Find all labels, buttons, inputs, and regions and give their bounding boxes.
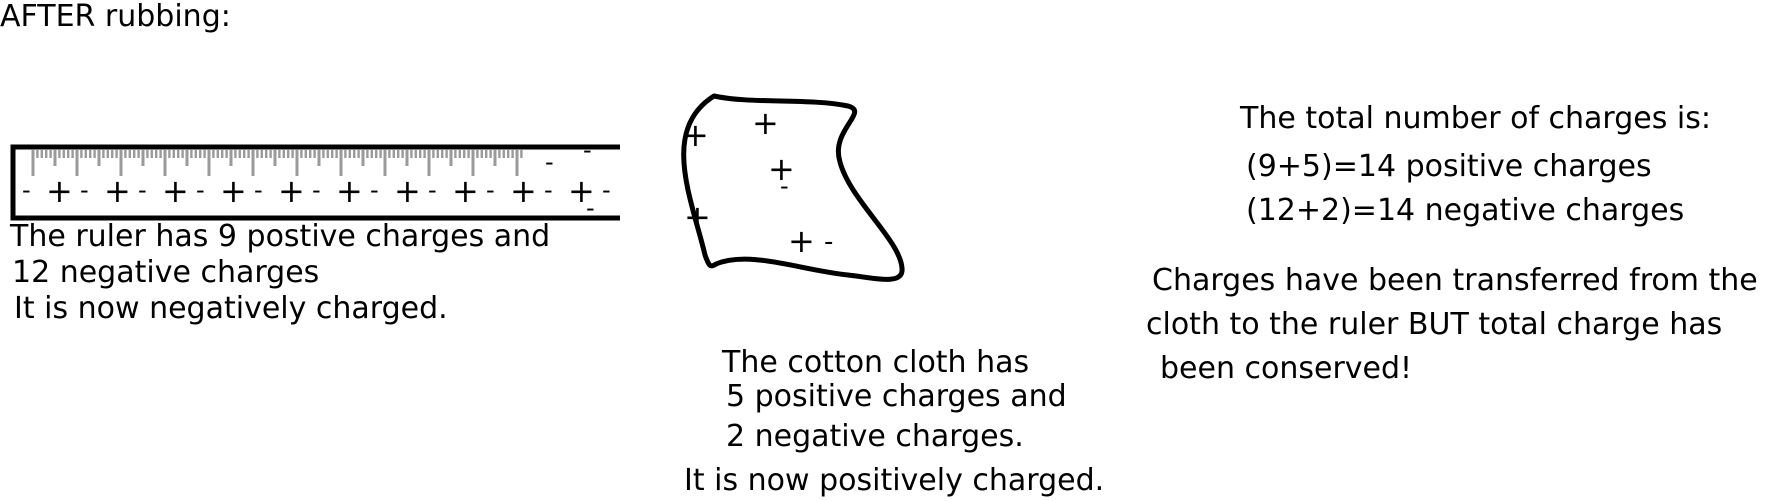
ruler-positive-charge: + — [394, 172, 421, 210]
ruler-negative-charge: - — [138, 176, 147, 204]
ruler-negative-charge: - — [586, 194, 595, 222]
ruler-negative-charge: - — [80, 176, 89, 204]
ruler-positive-charge: + — [104, 172, 131, 210]
ruler-diagram: - + - + - + - + - + - + - + - + - + - + -- -- — [10, 136, 620, 222]
cloth-positive-charge: + — [768, 150, 795, 188]
cloth-positive-charge: + — [682, 116, 709, 154]
ruler-negative-charge: - — [486, 176, 495, 204]
cloth-positive-charge: + — [788, 222, 815, 260]
cloth-negative-charge: - — [780, 172, 789, 200]
ruler-negative-charge: - — [196, 176, 205, 204]
ruler-negative-charge: - — [602, 176, 611, 204]
totals-positive: (9+5)=14 positive charges — [1246, 149, 1652, 184]
cloth-positive-charge: + — [752, 104, 779, 142]
ruler-negative-charge: - — [312, 176, 321, 204]
ruler-negative-charge: - — [544, 176, 553, 204]
cloth-outline — [681, 93, 905, 282]
ruler-negative-charge: - — [545, 148, 554, 176]
cloth-charges: + + + - + + - — [682, 104, 833, 260]
conclusion-line-3: been conserved! — [1160, 351, 1413, 386]
totals-title: The total number of charges is: — [1240, 101, 1711, 136]
ruler-caption-line-3: It is now negatively charged. — [14, 291, 448, 326]
page-heading: AFTER rubbing: — [0, 0, 231, 34]
ruler-negative-charge: - — [583, 136, 592, 164]
cloth-caption-line-1: The cotton cloth has — [722, 345, 1030, 380]
ruler-negative-charge: - — [22, 176, 31, 204]
ruler-caption-line-1: The ruler has 9 postive charges and — [10, 219, 551, 254]
ruler-positive-charge: + — [46, 172, 73, 210]
ruler-positive-charge: + — [452, 172, 479, 210]
ruler-positive-charge: + — [336, 172, 363, 210]
cloth-negative-charge: - — [824, 227, 833, 257]
totals-negative: (12+2)=14 negative charges — [1246, 193, 1685, 228]
ruler-negative-charge: - — [370, 176, 379, 204]
cloth-caption-line-3: 2 negative charges. — [726, 419, 1024, 454]
cloth-diagram: + + + - + + - — [681, 93, 905, 282]
ruler-caption-line-2: 12 negative charges — [12, 255, 320, 290]
cloth-caption-line-4: It is now positively charged. — [684, 463, 1105, 498]
ruler-positive-charge: + — [220, 172, 247, 210]
ruler-positive-charge: + — [510, 172, 537, 210]
conclusion-line-2: cloth to the ruler BUT total charge has — [1146, 307, 1723, 342]
ruler-positive-charge: + — [278, 172, 305, 210]
ruler-positive-charge: + — [162, 172, 189, 210]
ruler-charges: - + - + - + - + - + - + - + - + - + - + -- -- — [22, 136, 611, 222]
cloth-positive-charge: + — [684, 198, 711, 236]
ruler-tick-marks — [31, 150, 523, 176]
ruler-body — [10, 144, 620, 221]
cloth-caption-line-2: 5 positive charges and — [726, 379, 1067, 414]
conclusion-line-1: Charges have been transferred from the — [1152, 263, 1758, 298]
ruler-negative-charge: - — [254, 176, 263, 204]
ruler-positive-charge: + — [568, 172, 595, 210]
ruler-negative-charge: - — [428, 176, 437, 204]
